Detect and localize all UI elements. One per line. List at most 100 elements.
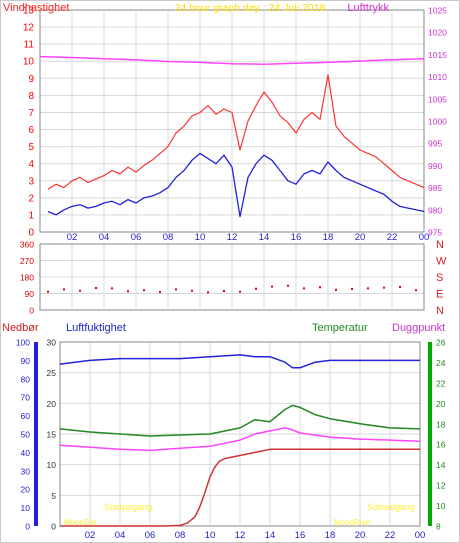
humidity-y-tick-label: 30 [21,466,31,476]
wind-y-tick-label: 2 [28,193,34,204]
pressure-y-tick-label: 980 [428,205,442,215]
temperature-y-tick-label: 20 [436,399,446,409]
dewpoint-series-line [59,427,421,452]
humidity-y-axis-ticks: 0 10 20 30 40 50 60 70 80 90 100 [16,338,30,532]
temperature-y-axis-ticks: 8 10 12 14 16 18 20 22 24 26 [436,338,446,532]
climate-x-tick-label: 20 [355,530,366,541]
direction-compass-label: N [436,239,444,251]
pressure-axis-label: Lufttrykk [347,2,389,14]
climate-x-tick-label: 10 [205,530,216,541]
wind-x-tick-label: 16 [291,232,302,243]
legend-dewpoint: Duggpunkt [392,322,445,334]
temperature-y-tick-label: 22 [436,378,446,388]
direction-point [319,286,321,289]
rain-y-tick-label: 25 [47,368,57,378]
pressure-y-tick-label: 1025 [428,6,447,16]
wind-y-tick-label: 11 [24,40,35,51]
wind-x-tick-label: 22 [387,232,398,243]
sunset-label: Solnedgang [367,502,415,512]
wind-y-tick-label: 10 [23,57,35,68]
rain-y-tick-label: 0 [51,522,56,532]
direction-point [95,287,97,289]
climate-x-tick-label: 22 [385,530,396,541]
moonset-label: MoonSet [64,518,97,527]
direction-point [271,285,273,288]
wind-series [39,55,425,218]
direction-compass-label: E [436,289,443,301]
direction-point [159,291,161,294]
direction-point [399,285,401,288]
direction-point [191,289,193,292]
humidity-y-tick-label: 80 [21,374,31,384]
direction-point [223,289,225,292]
temperature-y-tick-label: 18 [436,419,446,429]
wind-x-tick-label: 12 [227,232,238,243]
climate-x-tick-label: 04 [115,530,126,541]
wind-x-tick-label: 18 [323,232,334,243]
climate-x-tick-label: 16 [295,530,306,541]
temperature-y-tick-label: 12 [436,481,446,491]
wind-y-tick-label: 13 [23,6,35,17]
pressure-series-line [39,55,425,65]
sunrise-label: Soloppgang [104,502,152,512]
chart-title: 24 hour graph day : 24 Juli 2018 [175,2,326,14]
legend-rain: Nedbør [2,322,39,334]
temperature-y-tick-label: 24 [436,358,446,368]
climate-x-tick-label: 14 [265,530,276,541]
climate-plot-border [59,341,421,527]
wind-x-tick-label: 06 [131,232,142,243]
climate-x-tick-label: 18 [325,530,336,541]
humidity-series-line [59,354,420,369]
pressure-y-tick-label: 1015 [428,50,447,60]
avg-series-line [47,152,425,218]
pressure-y-tick-label: 975 [428,228,442,238]
climate-series [59,354,421,527]
wind-x-tick-label: 20 [355,232,366,243]
pressure-y-tick-label: 1000 [428,117,447,127]
humidity-y-tick-label: 40 [21,448,31,458]
direction-point [239,290,241,293]
climate-x-tick-label: 12 [235,530,246,541]
pressure-y-axis-ticks: 975 980 985 990 995 1000 1005 1010 1015 1020 1025 [428,6,447,238]
direction-point [143,289,145,292]
wind-x-tick-label: 14 [259,232,270,243]
wind-y-tick-label: 1 [28,210,34,221]
humidity-y-tick-label: 20 [21,485,31,495]
temperature-y-tick-label: 10 [436,501,446,511]
direction-compass-label: W [436,256,447,268]
direction-point [351,287,353,290]
direction-compass-label: S [436,272,443,284]
direction-point [383,286,385,289]
wind-y-tick-label: 12 [23,23,35,34]
climate-x-tick-label: 06 [145,530,156,541]
wind-x-tick-label: 04 [99,232,110,243]
moonrise-label: MoonRise [334,518,371,527]
legend-temperature: Temperatur [312,322,368,334]
temperature-axis-bar [428,342,432,526]
pressure-y-tick-label: 1010 [428,72,447,82]
wind-y-tick-label: 8 [28,91,34,102]
wind-x-tick-label: 02 [67,232,78,243]
direction-points [47,284,417,294]
direction-point [303,287,305,290]
direction-point [287,284,289,287]
rain-y-tick-label: 20 [47,399,57,409]
rain-y-tick-label: 30 [47,338,57,348]
direction-point [255,287,257,290]
humidity-y-tick-label: 0 [25,522,30,532]
direction-point [175,288,177,291]
humidity-y-tick-label: 70 [21,393,31,403]
direction-point [335,288,337,291]
rain-y-tick-label: 15 [47,430,57,440]
gust-series-line [47,74,425,190]
wind-x-tick-label: 08 [163,232,174,243]
direction-y-tick-label: 90 [25,289,35,299]
direction-plot-border [39,243,425,311]
direction-compass-label: N [436,305,444,317]
temperature-y-tick-label: 26 [436,338,446,348]
direction-point [415,289,417,292]
